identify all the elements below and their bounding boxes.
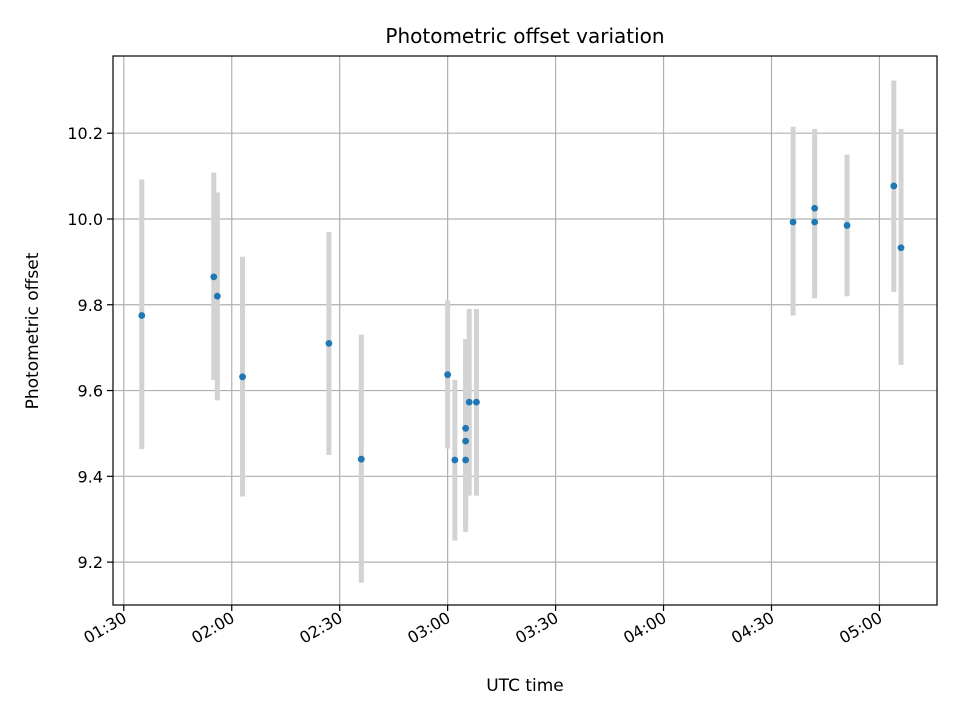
data-point	[465, 398, 473, 406]
data-point	[462, 456, 470, 464]
data-point	[811, 204, 819, 212]
data-point	[789, 218, 797, 226]
y-tick-label: 10.2	[67, 124, 103, 143]
y-axis-ticks: 9.2 9.4 9.6 9.8 10.0 10.2	[67, 124, 113, 572]
chart-title: Photometric offset variation	[385, 24, 664, 48]
data-point	[239, 373, 246, 381]
data-point	[811, 218, 819, 226]
data-point	[473, 398, 480, 406]
data-point	[451, 456, 459, 464]
data-point	[843, 222, 851, 229]
y-tick-label: 10.0	[67, 210, 103, 229]
data-point	[444, 371, 452, 379]
y-tick-label: 9.8	[78, 296, 103, 315]
data-point	[210, 273, 218, 281]
data-point	[325, 339, 333, 347]
grid	[113, 56, 937, 605]
data-point	[462, 424, 470, 432]
x-axis-label: UTC time	[486, 676, 564, 696]
y-tick-label: 9.6	[78, 382, 103, 401]
y-axis-label: Photometric offset	[23, 252, 43, 409]
data-point	[357, 455, 365, 463]
plot-frame	[112, 55, 938, 606]
data-points	[138, 182, 905, 464]
data-point	[897, 244, 905, 252]
y-tick-label: 9.2	[78, 553, 103, 572]
data-point	[890, 182, 898, 190]
y-tick-label: 9.4	[78, 467, 103, 486]
data-point	[213, 292, 221, 300]
data-point	[138, 312, 146, 319]
data-point	[462, 437, 470, 445]
